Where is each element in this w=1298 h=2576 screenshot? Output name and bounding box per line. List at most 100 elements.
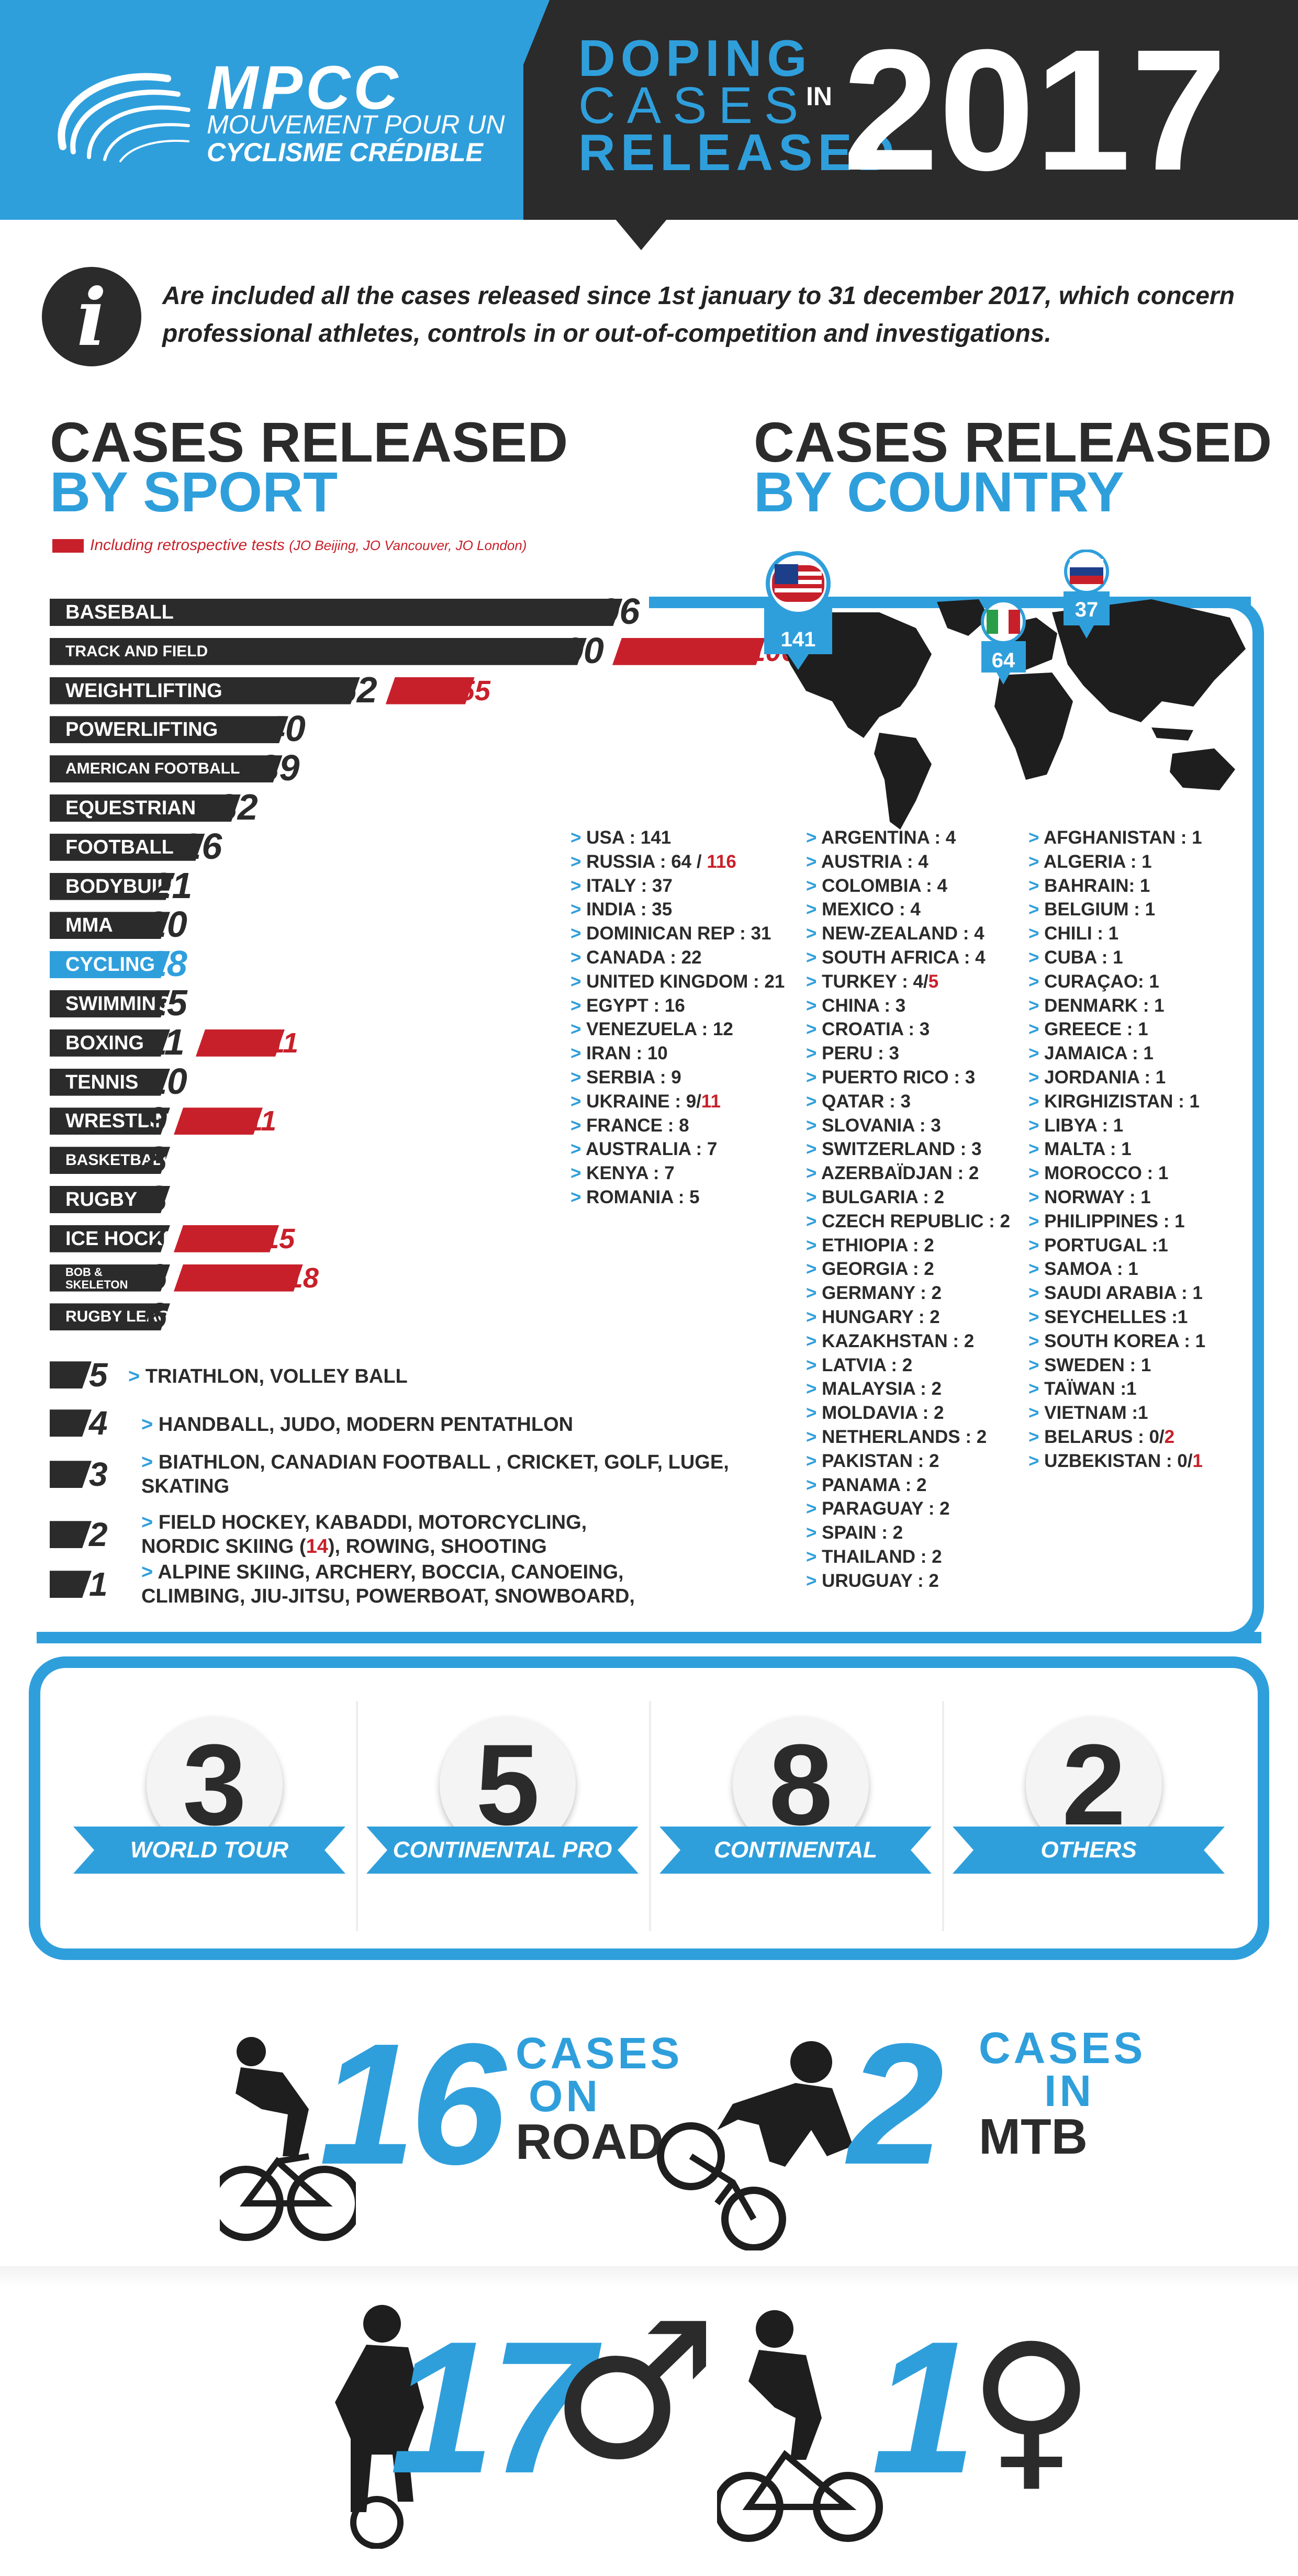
retrospective-count: 5 xyxy=(928,971,939,992)
country-item: > EGYPT : 16 xyxy=(570,995,685,1016)
bullet-icon: > xyxy=(806,1570,822,1591)
country-item: > DENMARK : 1 xyxy=(1028,995,1165,1016)
country-item: > SEYCHELLES :1 xyxy=(1028,1307,1188,1327)
bullet-icon: > xyxy=(1028,1283,1045,1304)
female-symbol-icon: ♀ xyxy=(968,2307,1095,2508)
bullet-icon: > xyxy=(1028,1019,1045,1040)
bullet-icon: > xyxy=(806,827,821,848)
sport-label: POWERLIFTING xyxy=(65,719,218,741)
sport-label: RUGBY xyxy=(65,1189,138,1211)
country-item: > BULGARIA : 2 xyxy=(806,1187,945,1207)
sport-label: WRESTLING xyxy=(65,1110,185,1133)
country-item: > PAKISTAN : 2 xyxy=(806,1450,939,1471)
world-map: 141 64 37 xyxy=(764,550,1246,830)
bullet-icon: > xyxy=(1028,1403,1045,1424)
bullet-icon: > xyxy=(570,947,587,968)
bullet-icon: > xyxy=(1028,947,1045,968)
country-item: > INDIA : 35 xyxy=(570,899,673,920)
bullet-icon: > xyxy=(1028,1139,1045,1160)
bullet-icon: > xyxy=(141,1414,159,1436)
country-item: > MALTA : 1 xyxy=(1028,1139,1132,1160)
sport-label: AMERICAN FOOTBALL xyxy=(65,760,240,778)
header-word-cases: CASES xyxy=(578,76,810,134)
sport-bar xyxy=(50,599,622,626)
retrospective-bar xyxy=(174,1225,279,1252)
sport-value: 18 xyxy=(147,943,187,984)
country-item: > PORTUGAL :1 xyxy=(1028,1235,1168,1256)
bullet-icon: > xyxy=(141,1451,159,1474)
bullet-icon: > xyxy=(1028,1091,1045,1112)
team-level-label: OTHERS xyxy=(953,1827,1225,1874)
mtb-word3: MTB xyxy=(979,2109,1088,2165)
bullet-icon: > xyxy=(806,1330,822,1351)
bullet-icon: > xyxy=(806,1139,822,1160)
bullet-icon: > xyxy=(1028,1211,1045,1231)
team-level-label: WORLD TOUR xyxy=(73,1827,345,1874)
sport-label: ICE HOCKEY xyxy=(65,1227,189,1250)
bullet-icon: > xyxy=(806,1211,822,1231)
male-symbol-icon: ♂ xyxy=(550,2282,719,2501)
male-value: 17 xyxy=(390,2302,594,2513)
country-item: > USA : 141 xyxy=(570,827,672,848)
bullet-icon: > xyxy=(806,1474,822,1495)
group-sports: > FIELD HOCKEY, KABADDI, MOTORCYCLING, NO… xyxy=(141,1511,587,1558)
group-value: 3 xyxy=(89,1455,108,1494)
info-icon: i xyxy=(42,267,141,366)
group-value: 4 xyxy=(89,1404,108,1442)
bullet-icon: > xyxy=(1028,971,1045,992)
bullet-icon: > xyxy=(1028,1259,1045,1280)
group-value: 1 xyxy=(89,1565,108,1604)
sport-value: 6 xyxy=(147,1295,167,1337)
map-australia xyxy=(1170,748,1235,790)
sport-bar xyxy=(50,1107,170,1135)
country-item: > BELARUS : 0/2 xyxy=(1028,1427,1175,1447)
bullet-icon: > xyxy=(1028,1450,1045,1471)
header-word-released: RELEASED xyxy=(578,124,900,181)
header-notch xyxy=(615,219,667,250)
retrospective-bar xyxy=(174,1107,263,1135)
group-sports: > BIATHLON, CANADIAN FOOTBALL , CRICKET,… xyxy=(141,1451,729,1498)
sport-bar xyxy=(50,1264,170,1292)
team-level-frame xyxy=(29,1656,1269,1960)
retrospective-count: 116 xyxy=(707,851,736,872)
bullet-icon: > xyxy=(806,875,822,896)
mpcc-logo-icon xyxy=(58,73,191,162)
sport-value: 90 xyxy=(563,630,604,671)
bullet-icon: > xyxy=(806,923,822,944)
retrospective-count: 14 xyxy=(306,1536,328,1558)
logo-subtitle-2: CYCLISME CRÉDIBLE xyxy=(207,138,483,167)
bullet-icon: > xyxy=(570,1091,587,1112)
bullet-icon: > xyxy=(1028,851,1044,872)
mtb-rider-icon xyxy=(657,2041,853,2250)
country-item: > KIRGHIZISTAN : 1 xyxy=(1028,1091,1200,1112)
bullet-icon: > xyxy=(570,827,587,848)
country-item: > JORDANIA : 1 xyxy=(1028,1067,1166,1088)
retrospective-value: 55 xyxy=(458,675,490,707)
country-item: > CURAÇAO: 1 xyxy=(1028,971,1159,992)
sport-bar xyxy=(50,873,175,900)
retrospective-bar xyxy=(386,677,475,704)
header-year: 2017 xyxy=(843,13,1227,206)
sport-label: WEIGHTLIFTING xyxy=(65,679,222,702)
country-item: > COLOMBIA : 4 xyxy=(806,875,947,896)
group-sports: > ALPINE SKIING, ARCHERY, BOCCIA, CANOEI… xyxy=(141,1561,635,1608)
country-item: > PERU : 3 xyxy=(806,1043,899,1064)
road-word1: CASES xyxy=(516,2029,683,2078)
country-item: > AUSTRIA : 4 xyxy=(806,851,928,872)
country-item: > SPAIN : 2 xyxy=(806,1522,903,1543)
bullet-icon: > xyxy=(806,1019,822,1040)
pin-russia-value: 37 xyxy=(1075,598,1099,621)
team-level-label: CONTINENTAL xyxy=(659,1827,932,1874)
sport-bar xyxy=(50,1303,170,1330)
bullet-icon: > xyxy=(806,1498,822,1519)
section-divider xyxy=(0,2266,1298,2287)
retrospective-count: 1 xyxy=(1192,1450,1203,1471)
country-item: > PANAMA : 2 xyxy=(806,1474,927,1495)
pin-russia: 37 xyxy=(1064,550,1110,639)
pin-usa: 141 xyxy=(764,551,832,670)
retrospective-count: 11 xyxy=(701,1091,721,1112)
map-africa xyxy=(994,673,1073,780)
group-bar xyxy=(50,1361,92,1388)
bullet-icon: > xyxy=(806,1522,822,1543)
